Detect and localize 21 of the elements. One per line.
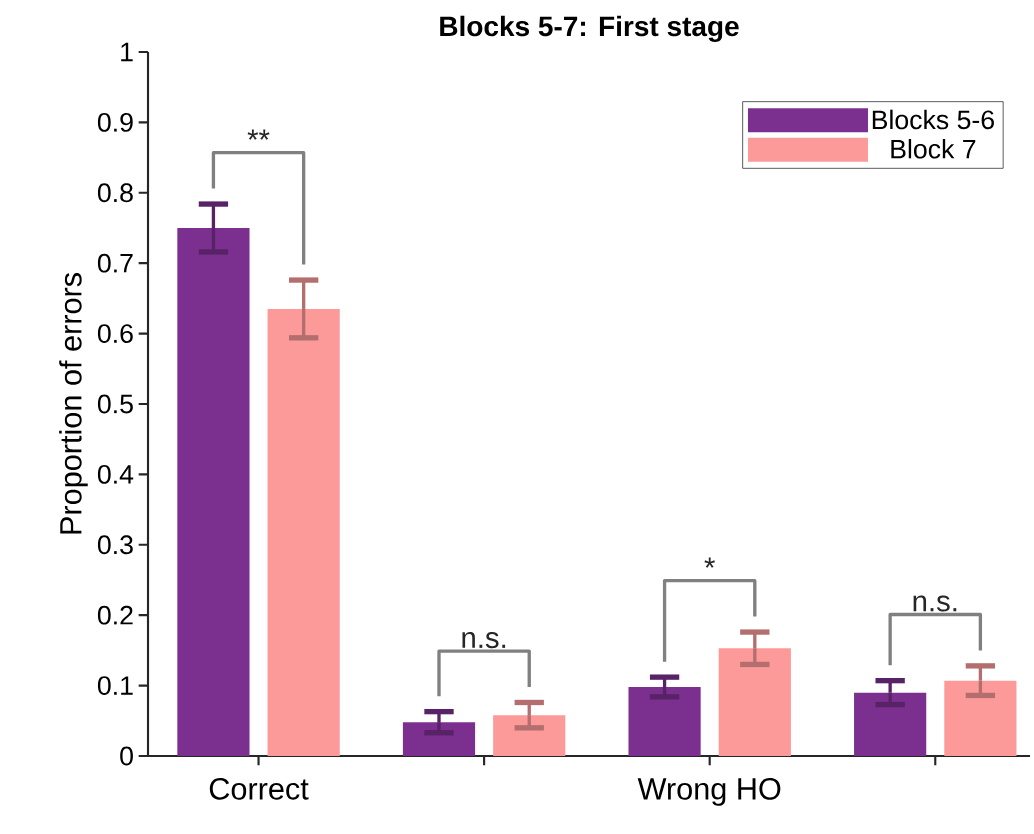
y-tick-label: 0.8	[97, 183, 133, 203]
y-tick-label: 1	[121, 42, 133, 62]
annotation: n.s.	[462, 632, 506, 649]
y-tick-label: 0.7	[97, 253, 133, 273]
y-tick-label: 0	[120, 746, 133, 766]
y-tick-label: 0.6	[97, 324, 133, 344]
x-tick-label: Wrong HO	[637, 778, 781, 806]
annotation: *	[704, 557, 715, 568]
y-tick-label: 0.1	[97, 676, 133, 696]
chart-title: Blocks 5-7: First stage	[440, 15, 739, 42]
annotation: **	[247, 129, 270, 140]
y-tick-label: 0.5	[97, 394, 133, 414]
y-tick-label: 0.4	[97, 464, 134, 484]
legend-label: Block 7	[891, 138, 976, 159]
legend-label: Blocks 5-6	[872, 109, 994, 130]
y-tick-label: 0.2	[97, 605, 133, 625]
y-tick-label: 0.3	[97, 535, 133, 555]
y-tick-label: 0.9	[97, 112, 133, 132]
annotation: n.s.	[913, 595, 957, 612]
x-tick-label: Correct	[209, 778, 309, 800]
y-axis-title: Proportion of errors	[59, 273, 88, 534]
